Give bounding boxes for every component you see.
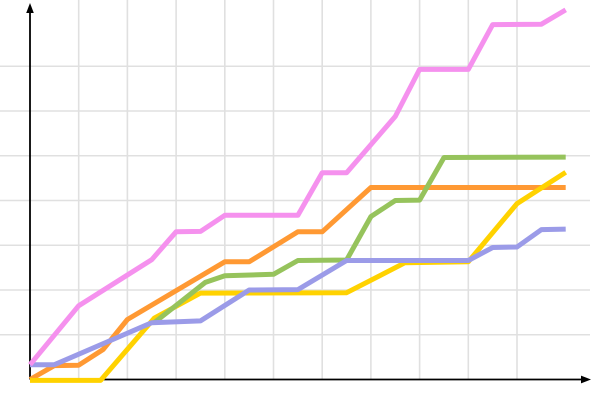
series-violet-line	[28, 7, 567, 367]
series-periwinkle-line	[30, 226, 566, 368]
x-axis-arrow-icon	[581, 375, 591, 384]
y-axis-arrow-icon	[26, 3, 34, 13]
series-orange-line	[28, 185, 566, 382]
series-green-line	[152, 154, 566, 325]
series-gold-line	[30, 170, 568, 383]
